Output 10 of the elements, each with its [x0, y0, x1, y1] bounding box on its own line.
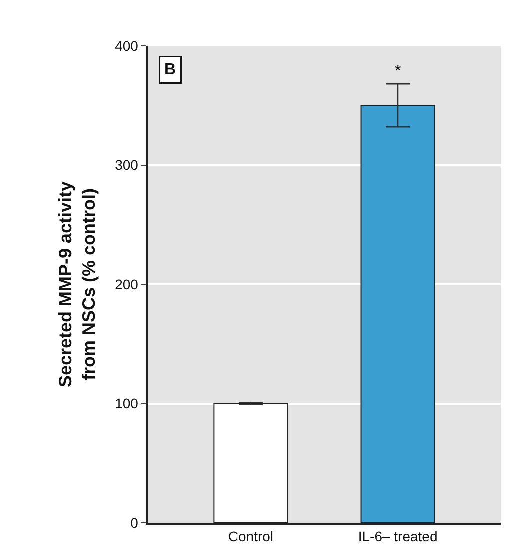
annotation: B: [164, 62, 176, 78]
x-tick-label: IL-6– treated: [358, 528, 438, 545]
annotation: *: [395, 63, 402, 80]
y-tick-label: 400: [115, 38, 139, 54]
y-tick-label: 0: [130, 514, 139, 531]
y-tick-label: 300: [115, 157, 139, 174]
y-axis-title: Secreted MMP-9 activity from NSCs (% control): [55, 181, 99, 388]
x-tick-label: Control: [228, 528, 274, 545]
y-tick-label: 100: [115, 396, 139, 412]
y-tick-label: 200: [115, 276, 139, 292]
